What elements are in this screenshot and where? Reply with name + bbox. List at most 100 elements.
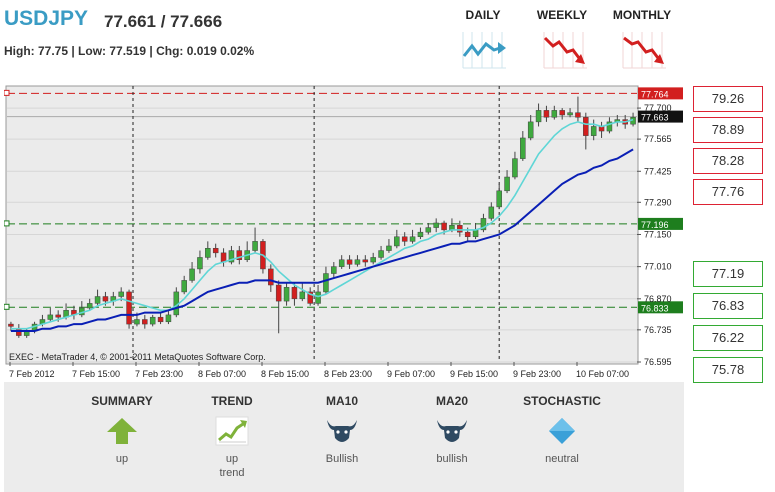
candle-body <box>134 319 140 325</box>
candle-body <box>118 291 124 297</box>
candle-body <box>496 190 502 208</box>
candle-body <box>102 296 109 302</box>
x-tick-label: 7 Feb 2012 <box>9 369 55 379</box>
trend-chart-icon <box>215 416 249 446</box>
indicator-ma10[interactable]: MA10 Bullish <box>287 394 397 466</box>
x-tick-label: 9 Feb 07:00 <box>387 369 435 379</box>
candle-body <box>362 259 369 263</box>
support-level: 76.83 <box>693 293 763 319</box>
candle-body <box>378 250 384 258</box>
diamond-icon <box>549 418 575 444</box>
candle-body <box>417 231 424 238</box>
candle-body <box>441 222 447 231</box>
candle-body <box>559 110 565 116</box>
resistance-level: 78.28 <box>693 148 763 174</box>
ma-slow-line <box>10 148 634 332</box>
x-tick-label: 10 Feb 07:00 <box>576 369 629 379</box>
moving-averages <box>10 118 634 332</box>
indicator-panel: SUMMARY up TREND up trend MA10 Bullish M… <box>4 382 684 492</box>
y-tick-label: 77.565 <box>644 134 672 144</box>
candle-body <box>338 259 345 267</box>
price-chart[interactable]: 77.764 77.196 76.833 77.663 77.700 77.565 77.… <box>4 84 684 382</box>
candle-body <box>268 268 274 286</box>
candle-body <box>590 126 597 136</box>
candle-body <box>275 284 282 302</box>
y-tick-label: 76.595 <box>644 357 672 367</box>
candle-body <box>575 112 581 118</box>
candles <box>8 96 636 338</box>
y-tick-label: 77.150 <box>644 229 672 239</box>
indicator-summary[interactable]: SUMMARY up <box>67 394 177 466</box>
trend-up-icon[interactable] <box>460 30 508 70</box>
level-marker <box>4 89 10 96</box>
y-tick-label: 77.700 <box>644 103 672 113</box>
candle-body <box>370 257 376 263</box>
support-level: 77.19 <box>693 261 763 287</box>
candle-body <box>488 206 495 219</box>
tab-weekly-label: WEEKLY <box>536 8 588 22</box>
tab-daily[interactable]: DAILY <box>451 8 515 22</box>
candle-body <box>86 303 93 309</box>
session-lines <box>132 86 500 362</box>
indicator-value: bullish <box>436 453 468 465</box>
up-arrow-icon <box>107 418 137 444</box>
current-price-label: 77.663 <box>641 113 669 123</box>
candle-body <box>527 121 534 139</box>
level-price-box <box>638 217 683 230</box>
candle-body <box>394 236 400 247</box>
support-level: 76.22 <box>693 325 763 351</box>
candle-body <box>512 158 518 178</box>
candle-body <box>504 176 510 192</box>
y-tick-label: 77.010 <box>644 262 672 272</box>
price-stats: High: 77.75 | Low: 77.519 | Chg: 0.019 0… <box>4 44 255 58</box>
candle-body <box>472 229 479 238</box>
candle-body <box>401 236 408 242</box>
candle-body <box>535 110 542 123</box>
tab-weekly[interactable]: WEEKLY <box>530 8 594 22</box>
indicator-trend[interactable]: TREND up trend <box>177 394 287 480</box>
trend-down-icon[interactable] <box>541 30 589 70</box>
candle-body <box>165 314 172 323</box>
candle-body <box>291 287 298 300</box>
chart-watermark: EXEC - MetaTrader 4, © 2001-2011 MetaQuo… <box>9 352 266 362</box>
current-price-box <box>638 110 683 123</box>
candle-body <box>181 280 187 293</box>
candle-body <box>252 241 258 251</box>
indicator-title: TREND <box>211 394 253 408</box>
indicator-stochastic[interactable]: STOCHASTIC neutral <box>507 394 617 466</box>
trend-down-icon[interactable] <box>620 30 668 70</box>
candle-body <box>331 266 337 274</box>
candle-body <box>464 231 471 238</box>
level-price-label: 77.764 <box>641 89 669 99</box>
candle-body <box>157 316 164 323</box>
symbol-title: USDJPY <box>4 7 89 30</box>
y-tick-label: 77.425 <box>644 166 672 176</box>
candle-body <box>299 291 306 300</box>
candle-body <box>205 248 211 258</box>
indicator-value: up trend <box>177 452 287 480</box>
y-tick-label: 76.870 <box>644 294 672 304</box>
candle-body <box>55 314 61 318</box>
tab-monthly[interactable]: MONTHLY <box>610 8 674 22</box>
candle-body <box>142 319 148 325</box>
indicator-ma20[interactable]: MA20 bullish <box>397 394 507 466</box>
candle-body <box>212 248 219 254</box>
candle-body <box>283 287 290 302</box>
bull-icon <box>437 420 467 442</box>
indicator-value-line1: up <box>225 453 239 465</box>
candle-body <box>480 218 487 231</box>
bid-ask-quote: 77.661 / 77.666 <box>104 12 223 31</box>
tab-monthly-label: MONTHLY <box>612 8 672 22</box>
x-tick-label: 7 Feb 15:00 <box>72 369 120 379</box>
indicator-value: up <box>115 453 129 465</box>
indicator-title: STOCHASTIC <box>523 394 601 408</box>
x-tick-label: 8 Feb 15:00 <box>261 369 309 379</box>
level-price-label: 77.196 <box>641 220 669 230</box>
level-price-label: 76.833 <box>641 303 669 313</box>
support-level: 75.78 <box>693 357 763 383</box>
candle-body <box>583 117 589 136</box>
indicator-value: neutral <box>545 453 579 465</box>
candle-body <box>520 137 526 159</box>
candle-body <box>409 236 416 242</box>
candle-body <box>433 222 439 228</box>
